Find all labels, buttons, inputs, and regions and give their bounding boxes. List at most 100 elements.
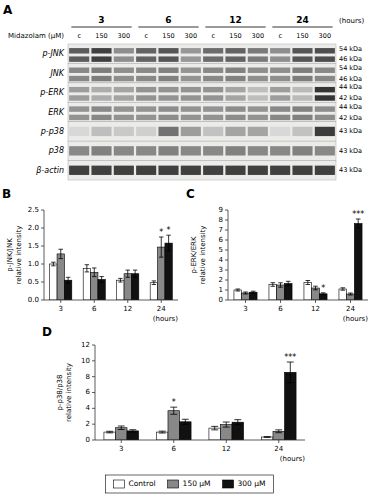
y-axis — [228, 210, 229, 300]
annotation: * — [159, 228, 163, 237]
blot-band — [225, 106, 245, 111]
blot-band — [270, 166, 290, 175]
bar — [304, 283, 312, 301]
y-tick-label: 1.5 — [28, 242, 39, 250]
blot-band — [203, 68, 223, 73]
time-header: 6 — [165, 15, 171, 25]
y-tick-label: 7 — [219, 226, 223, 234]
error-bar — [270, 283, 275, 287]
bars — [50, 235, 173, 300]
x-axis — [228, 300, 368, 301]
legend-label: Control — [128, 479, 155, 488]
y-label: Midazolam (μM) — [8, 32, 64, 40]
x-tick — [60, 300, 61, 303]
error-bar — [85, 265, 89, 272]
blot-band — [69, 127, 89, 136]
y-tick-label: 9 — [219, 206, 223, 214]
blot-band — [136, 127, 156, 136]
blot-band — [225, 56, 245, 61]
blot-band — [292, 127, 312, 136]
y-tick-label: 6 — [219, 236, 224, 244]
kda-label: 46 kDa — [339, 55, 362, 63]
y-tick — [92, 345, 95, 346]
x-tick — [161, 300, 162, 303]
y-tick — [225, 290, 228, 291]
error-bar — [152, 281, 156, 285]
blot-row — [68, 83, 336, 102]
blot-band — [91, 146, 111, 155]
bar — [234, 290, 242, 300]
blot-band — [270, 95, 290, 100]
blot-band — [158, 127, 178, 136]
y-label: p-ERK/ERKrelative intensity — [190, 226, 207, 285]
y-tick — [92, 424, 95, 425]
y-tick-label: 3 — [219, 266, 223, 274]
blot-band — [225, 127, 245, 136]
bar — [319, 294, 327, 300]
x-axis — [95, 440, 305, 441]
blot-band — [292, 87, 312, 92]
bar — [104, 432, 116, 440]
y-tick — [225, 300, 228, 301]
condition-label: c — [211, 32, 215, 40]
bar-panel: D024681012p-p38/p38relative intensity361… — [42, 325, 305, 463]
blot-band — [292, 48, 312, 53]
error-bar — [278, 283, 283, 287]
blot-band — [248, 115, 268, 120]
condition-label: 300 — [252, 32, 264, 40]
legend-label: 150 μM — [183, 479, 211, 488]
blot-band — [114, 76, 134, 81]
legend-swatch — [223, 480, 234, 488]
blot-band — [69, 68, 89, 73]
legend-swatch — [113, 480, 124, 488]
x-tick — [280, 300, 281, 303]
blot-band — [292, 56, 312, 61]
blot-panel: Ap-JNK54 kDa46 kDaJNK54 kDa46 kDap-ERK44… — [3, 3, 364, 180]
blot-band — [114, 95, 134, 100]
blot-band — [270, 115, 290, 120]
blot-band — [114, 48, 134, 53]
row-label: JNK — [48, 69, 64, 78]
x-tick-label: 24 — [157, 305, 166, 313]
blot-band — [91, 106, 111, 111]
x-tick-label: 6 — [278, 305, 283, 313]
blot-band — [248, 68, 268, 73]
y-tick-label: 0 — [219, 296, 223, 304]
bar — [269, 285, 277, 301]
bar — [165, 243, 172, 300]
annotation: *** — [284, 353, 296, 362]
blot-band — [69, 48, 89, 53]
blot-band — [69, 146, 89, 155]
x-axis — [44, 300, 178, 301]
blot-band — [158, 87, 178, 92]
blot-band — [270, 76, 290, 81]
blot-band — [158, 166, 178, 175]
blot-band — [114, 115, 134, 120]
kda-label: 54 kDa — [339, 64, 362, 72]
condition-label: 150 — [95, 32, 107, 40]
blot-band — [114, 87, 134, 92]
blot-band — [136, 87, 156, 92]
blot-row — [68, 122, 336, 141]
condition-label: c — [77, 32, 81, 40]
condition-label: 150 — [296, 32, 308, 40]
y-tick — [225, 230, 228, 231]
error-bar — [235, 289, 240, 291]
blot-band — [225, 76, 245, 81]
blot-band — [114, 146, 134, 155]
bars — [234, 219, 362, 300]
error-bar — [313, 286, 318, 290]
y-tick-label: 4 — [219, 256, 224, 264]
y-tick-label: 6 — [86, 388, 91, 396]
blot-band — [203, 106, 223, 111]
blot-band — [292, 115, 312, 120]
condition-label: 300 — [118, 32, 130, 40]
blot-band — [114, 127, 134, 136]
blot-band — [91, 76, 111, 81]
blot-band — [181, 87, 201, 92]
x-tick — [94, 300, 95, 303]
blot-band — [270, 127, 290, 136]
x-tick-label: 12 — [222, 445, 231, 453]
blot-band — [158, 76, 178, 81]
bar — [50, 264, 57, 300]
